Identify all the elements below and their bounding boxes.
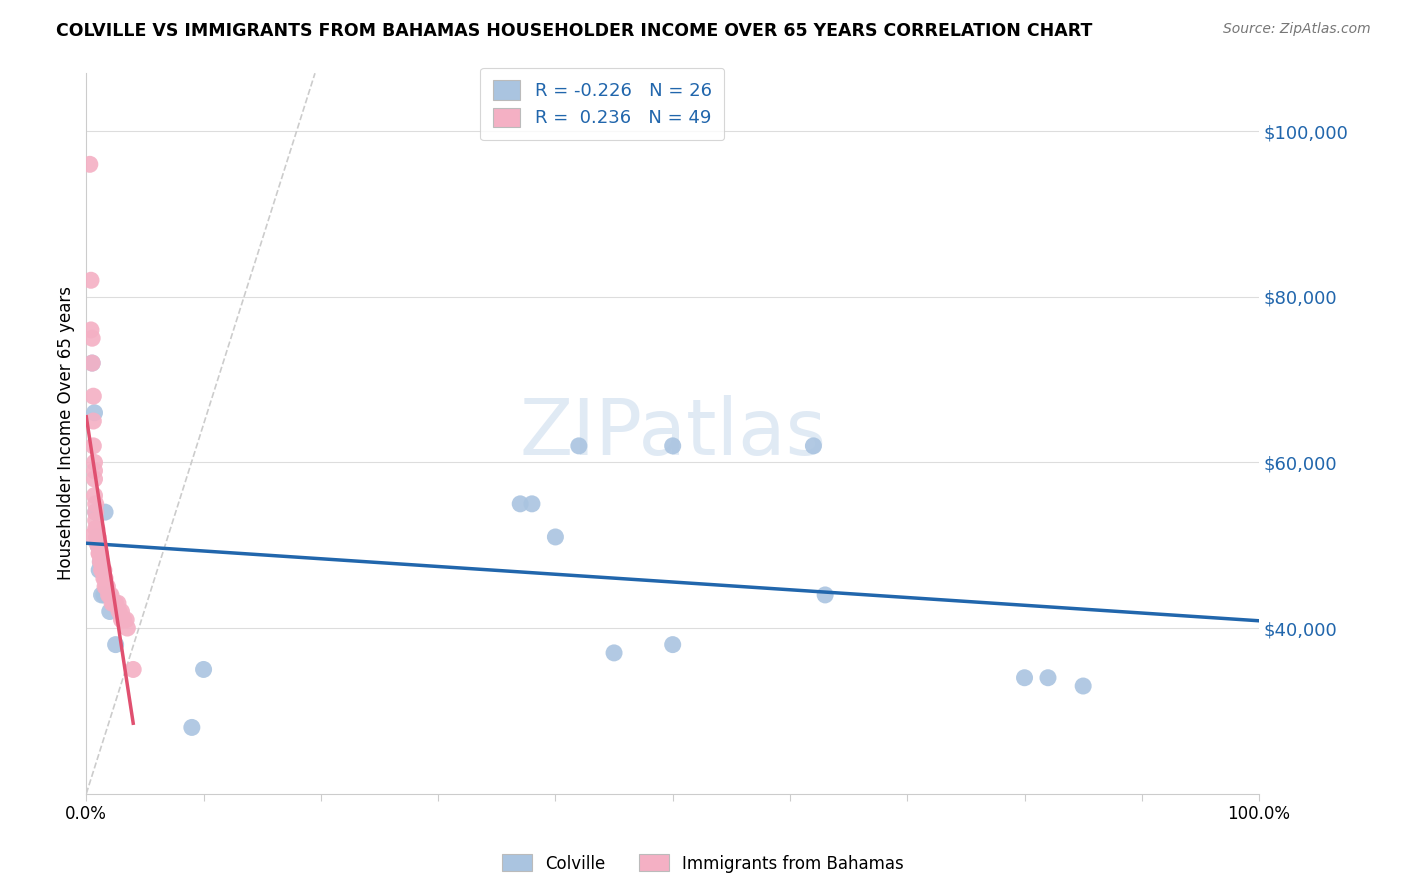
- Point: [82, 389, 104, 403]
- Point: [509, 497, 531, 511]
- Point: [104, 638, 127, 652]
- Point: [79, 530, 101, 544]
- Text: ZIPatlas: ZIPatlas: [519, 395, 827, 472]
- Point: [117, 621, 139, 635]
- Point: [94, 580, 117, 594]
- Text: Source: ZipAtlas.com: Source: ZipAtlas.com: [1223, 22, 1371, 37]
- Point: [86, 530, 108, 544]
- Point: [84, 522, 107, 536]
- Point: [112, 613, 135, 627]
- Y-axis label: Householder Income Over 65 years: Householder Income Over 65 years: [58, 286, 75, 581]
- Point: [93, 563, 115, 577]
- Point: [89, 555, 111, 569]
- Point: [91, 563, 114, 577]
- Point: [1036, 671, 1059, 685]
- Point: [193, 663, 215, 677]
- Point: [84, 505, 107, 519]
- Point: [101, 596, 124, 610]
- Point: [82, 439, 104, 453]
- Point: [115, 613, 138, 627]
- Point: [87, 538, 110, 552]
- Point: [104, 596, 127, 610]
- Point: [93, 588, 115, 602]
- Point: [96, 580, 118, 594]
- Point: [87, 538, 110, 552]
- Point: [90, 555, 112, 569]
- Point: [98, 588, 121, 602]
- Point: [661, 638, 683, 652]
- Point: [83, 406, 105, 420]
- Point: [83, 472, 105, 486]
- Point: [108, 605, 131, 619]
- Point: [89, 547, 111, 561]
- Point: [103, 596, 125, 610]
- Point: [82, 414, 104, 428]
- Point: [82, 356, 104, 370]
- Point: [180, 721, 202, 735]
- Point: [107, 596, 129, 610]
- Point: [80, 273, 103, 287]
- Point: [94, 571, 117, 585]
- Point: [97, 588, 120, 602]
- Point: [110, 613, 132, 627]
- Point: [90, 588, 112, 602]
- Point: [87, 538, 110, 552]
- Point: [661, 439, 683, 453]
- Point: [94, 505, 117, 519]
- Point: [79, 157, 101, 171]
- Point: [122, 663, 145, 677]
- Point: [1071, 679, 1094, 693]
- Point: [82, 331, 104, 345]
- Point: [84, 513, 107, 527]
- Point: [1014, 671, 1036, 685]
- Point: [89, 547, 111, 561]
- Point: [603, 646, 626, 660]
- Point: [84, 497, 107, 511]
- Point: [803, 439, 825, 453]
- Text: COLVILLE VS IMMIGRANTS FROM BAHAMAS HOUSEHOLDER INCOME OVER 65 YEARS CORRELATION: COLVILLE VS IMMIGRANTS FROM BAHAMAS HOUS…: [56, 22, 1092, 40]
- Point: [86, 530, 108, 544]
- Point: [84, 505, 107, 519]
- Point: [83, 464, 105, 478]
- Point: [814, 588, 837, 602]
- Point: [568, 439, 591, 453]
- Point: [83, 455, 105, 469]
- Point: [82, 356, 104, 370]
- Point: [93, 571, 115, 585]
- Point: [520, 497, 543, 511]
- Point: [90, 563, 112, 577]
- Legend: R = -0.226   N = 26, R =  0.236   N = 49: R = -0.226 N = 26, R = 0.236 N = 49: [481, 68, 724, 140]
- Point: [544, 530, 567, 544]
- Point: [89, 555, 111, 569]
- Legend: Colville, Immigrants from Bahamas: Colville, Immigrants from Bahamas: [495, 847, 911, 880]
- Point: [98, 605, 121, 619]
- Point: [80, 323, 103, 337]
- Point: [87, 530, 110, 544]
- Point: [89, 563, 111, 577]
- Point: [89, 547, 111, 561]
- Point: [96, 580, 118, 594]
- Point: [100, 588, 122, 602]
- Point: [83, 489, 105, 503]
- Point: [86, 522, 108, 536]
- Point: [110, 605, 132, 619]
